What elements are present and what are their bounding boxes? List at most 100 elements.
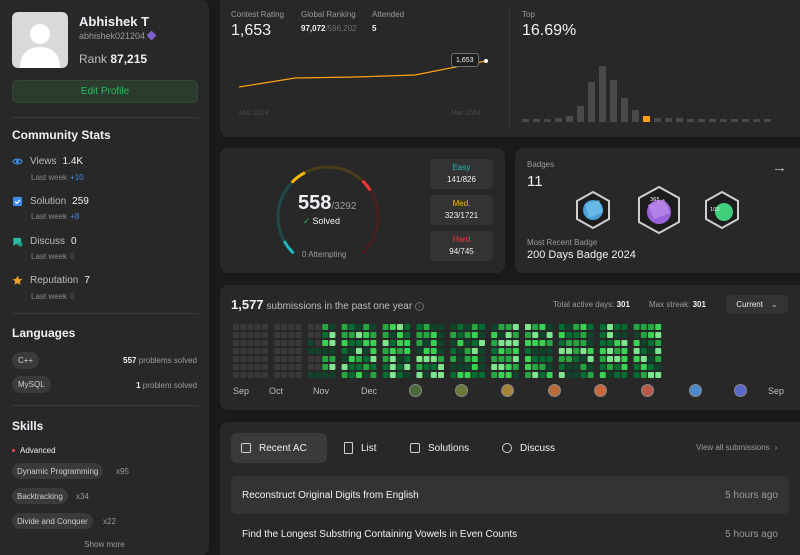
heatmap-cell[interactable] (329, 332, 336, 338)
heatmap-cell[interactable] (505, 348, 512, 354)
heatmap-cell[interactable] (655, 348, 662, 354)
heatmap-cell[interactable] (430, 340, 437, 346)
heatmap-cell[interactable] (397, 340, 403, 346)
heatmap-cell[interactable] (348, 372, 355, 378)
heatmap-cell[interactable] (525, 348, 531, 354)
heatmap-cell[interactable] (295, 364, 302, 370)
heatmap-cell[interactable] (491, 332, 498, 338)
heatmap-cell[interactable] (614, 372, 621, 378)
heatmap-cell[interactable] (464, 340, 471, 346)
heatmap-cell[interactable] (341, 324, 348, 330)
heatmap-cell[interactable] (580, 348, 587, 354)
heatmap-cell[interactable] (356, 356, 362, 362)
heatmap-cell[interactable] (295, 324, 302, 330)
heatmap-cell[interactable] (640, 372, 647, 378)
heatmap-cell[interactable] (599, 364, 606, 370)
heatmap-cell[interactable] (254, 372, 261, 378)
heatmap-cell[interactable] (389, 340, 396, 346)
heatmap-cell[interactable] (288, 356, 295, 362)
heatmap-cell[interactable] (607, 340, 613, 346)
heatmap-cell[interactable] (532, 332, 539, 338)
histogram-bar[interactable] (709, 119, 716, 122)
heatmap-cell[interactable] (389, 332, 396, 338)
heatmap-cell[interactable] (382, 356, 389, 362)
heatmap-cell[interactable] (274, 348, 280, 354)
heatmap-cell[interactable] (546, 324, 553, 330)
heatmap-cell[interactable] (566, 340, 572, 346)
heatmap-cell[interactable] (329, 348, 336, 354)
heatmap-cell[interactable] (587, 364, 594, 370)
histogram-bar[interactable] (533, 119, 540, 122)
histogram-bar[interactable] (665, 118, 672, 122)
monthly-badge-icon[interactable] (501, 384, 514, 397)
histogram-bar[interactable] (544, 119, 551, 122)
tab-recent-ac[interactable]: Recent AC (231, 433, 327, 463)
heatmap-cell[interactable] (573, 348, 580, 354)
heatmap-cell[interactable] (389, 364, 396, 370)
heatmap-cell[interactable] (512, 348, 519, 354)
heatmap-cell[interactable] (261, 356, 268, 362)
heatmap-cell[interactable] (505, 356, 512, 362)
heatmap-cell[interactable] (370, 340, 377, 346)
heatmap-cell[interactable] (573, 356, 580, 362)
heatmap-cell[interactable] (546, 340, 553, 346)
heatmap-cell[interactable] (322, 372, 329, 378)
heatmap-cell[interactable] (546, 332, 553, 338)
heatmap-cell[interactable] (607, 348, 613, 354)
heatmap-cell[interactable] (633, 356, 640, 362)
heatmap-cell[interactable] (356, 348, 362, 354)
heatmap-cell[interactable] (329, 356, 336, 362)
heatmap-cell[interactable] (457, 340, 464, 346)
heatmap-cell[interactable] (450, 348, 457, 354)
heatmap-cell[interactable] (397, 348, 403, 354)
heatmap-cell[interactable] (438, 324, 444, 330)
heatmap-cell[interactable] (382, 364, 389, 370)
heatmap-cell[interactable] (599, 372, 606, 378)
heatmap-cell[interactable] (261, 372, 268, 378)
heatmap-cell[interactable] (274, 340, 280, 346)
heatmap-cell[interactable] (240, 372, 247, 378)
histogram-bar[interactable] (621, 98, 628, 122)
histogram-bar[interactable] (687, 119, 694, 122)
heatmap-cell[interactable] (621, 372, 628, 378)
heatmap-cell[interactable] (512, 356, 519, 362)
heatmap-cell[interactable] (240, 324, 247, 330)
heatmap-cell[interactable] (566, 356, 572, 362)
heatmap-cell[interactable] (498, 332, 505, 338)
submission-heatmap[interactable] (233, 324, 789, 380)
heatmap-cell[interactable] (640, 356, 647, 362)
heatmap-cell[interactable] (404, 364, 411, 370)
heatmap-cell[interactable] (307, 372, 314, 378)
heatmap-cell[interactable] (450, 364, 457, 370)
heatmap-cell[interactable] (479, 364, 485, 370)
heatmap-cell[interactable] (471, 348, 478, 354)
heatmap-cell[interactable] (532, 364, 539, 370)
heatmap-cell[interactable] (382, 340, 389, 346)
heatmap-cell[interactable] (491, 340, 498, 346)
heatmap-cell[interactable] (539, 348, 546, 354)
heatmap-cell[interactable] (512, 332, 519, 338)
heatmap-cell[interactable] (348, 332, 355, 338)
heatmap-cell[interactable] (655, 332, 662, 338)
heatmap-cell[interactable] (491, 356, 498, 362)
heatmap-cell[interactable] (539, 324, 546, 330)
heatmap-cell[interactable] (457, 356, 464, 362)
heatmap-cell[interactable] (254, 340, 261, 346)
heatmap-cell[interactable] (295, 340, 302, 346)
heatmap-cell[interactable] (491, 324, 498, 330)
heatmap-cell[interactable] (240, 356, 247, 362)
heatmap-cell[interactable] (633, 332, 640, 338)
heatmap-cell[interactable] (404, 356, 411, 362)
heatmap-cell[interactable] (247, 324, 254, 330)
heatmap-cell[interactable] (261, 340, 268, 346)
heatmap-cell[interactable] (233, 324, 239, 330)
heatmap-cell[interactable] (247, 356, 254, 362)
heatmap-cell[interactable] (423, 364, 430, 370)
heatmap-cell[interactable] (640, 340, 647, 346)
rating-line-chart[interactable] (235, 55, 495, 95)
heatmap-cell[interactable] (655, 324, 662, 330)
submission-row[interactable]: Find the Longest Substring Containing Vo… (242, 528, 778, 540)
heatmap-cell[interactable] (498, 340, 505, 346)
year-select[interactable]: Current ⌄ (726, 295, 788, 314)
heatmap-cell[interactable] (430, 364, 437, 370)
